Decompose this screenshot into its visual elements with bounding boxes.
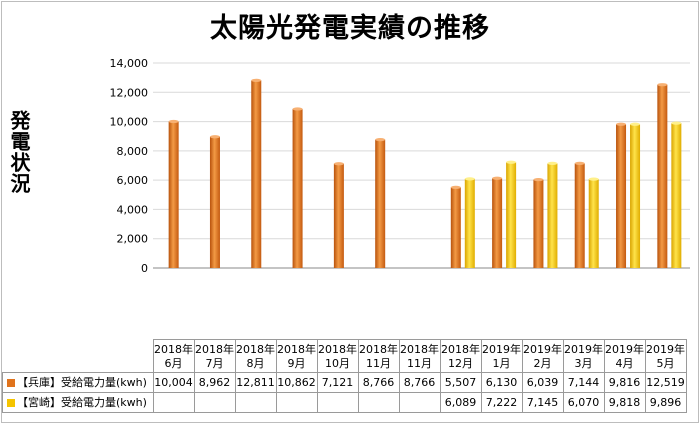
bar-cap (671, 121, 682, 125)
bar-cap (616, 122, 627, 126)
y-tick-label: 0 (141, 262, 148, 275)
bar-miyazaki-11 (630, 124, 641, 269)
table-cell: 6,039 (521, 372, 564, 393)
table-cell (357, 392, 400, 413)
table-col-header: 2018年 8月 (234, 339, 277, 373)
series-label: 【兵庫】受給電力量(kwh) (2, 372, 154, 393)
table-cell: 7,222 (480, 392, 523, 413)
table-cell: 7,144 (562, 372, 605, 393)
table-cell (398, 392, 441, 413)
table-col-header: 2019年 2月 (521, 339, 564, 373)
table-cell: 7,121 (316, 372, 359, 393)
bar-cap (251, 78, 262, 83)
bar-hyogo-2 (251, 80, 262, 268)
bar-cap (168, 119, 179, 124)
bar-cap (209, 135, 220, 139)
bar-cap (630, 122, 641, 126)
table-col-header: 2019年 5月 (644, 339, 687, 373)
table-corner (2, 339, 154, 373)
bar-cap (506, 160, 517, 164)
table-cell: 6,089 (439, 392, 482, 413)
y-axis-label: 発電状況 (7, 110, 31, 194)
table-cell: 8,962 (193, 372, 236, 393)
table-cell: 12,519 (644, 372, 687, 393)
table-col-header: 2018年 7月 (193, 339, 236, 373)
bar-hyogo-1 (209, 136, 220, 268)
table-cell: 9,896 (644, 392, 687, 413)
bar-miyazaki-12 (671, 123, 682, 268)
table-cell: 6,070 (562, 392, 605, 413)
bar-cap (657, 83, 668, 87)
table-col-header: 2018年 11月 (357, 339, 400, 373)
legend-swatch (7, 399, 15, 407)
bar-chart: 0 2,000 4,000 6,000 8,000 10,000 12,000 14,000 (110, 57, 690, 275)
bar-cap (292, 107, 303, 111)
table-cell (275, 392, 318, 413)
bar-cap (333, 162, 344, 166)
table-row: 【宮崎】受給電力量(kwh) 6,089 7,222 7,145 6,070 9,818 9… (2, 392, 687, 413)
table-col-header: 2018年 10月 (316, 339, 359, 373)
table-col-header: 2019年 4月 (603, 339, 646, 373)
bar-hyogo-8 (492, 178, 503, 268)
bar-cap (492, 176, 503, 180)
table-cell: 5,507 (439, 372, 482, 393)
table-col-header: 2018年 9月 (275, 339, 318, 373)
bar-hyogo-10 (574, 163, 585, 268)
table-cell (234, 392, 277, 413)
bar-hyogo-12 (657, 84, 668, 269)
bar-cap (533, 177, 544, 182)
table-cell: 7,145 (521, 392, 564, 413)
y-tick-label: 6,000 (117, 174, 149, 187)
bar-cap (588, 177, 599, 181)
chart-title: 太陽光発電実績の推移 (210, 13, 490, 44)
table-col-header: 2019年 3月 (562, 339, 605, 373)
bar-cap (464, 177, 475, 181)
table-cell (316, 392, 359, 413)
bar-miyazaki-8 (506, 162, 517, 268)
bar-cap (375, 138, 386, 142)
table-cell: 9,818 (603, 392, 646, 413)
y-tick-label: 10,000 (110, 116, 149, 129)
table-cell: 10,862 (275, 372, 318, 393)
table-col-header: 2018年 6月 (152, 339, 195, 373)
y-tick-label: 12,000 (110, 86, 149, 99)
bar-cap (547, 161, 558, 165)
table-cell: 9,816 (603, 372, 646, 393)
table-header-row: 2018年 6月 2018年 7月 2018年 8月 2018年 9月 2018年 10月 2018… (2, 339, 687, 373)
table-cell: 12,811 (234, 372, 277, 393)
table-cell: 6,130 (480, 372, 523, 393)
y-tick-label: 2,000 (117, 233, 149, 246)
table-col-header: 2019年 1月 (480, 339, 523, 373)
bar-cap (574, 161, 585, 165)
bar-hyogo-0 (168, 121, 179, 269)
series-label: 【宮崎】受給電力量(kwh) (2, 392, 154, 413)
y-tick-label: 8,000 (117, 145, 149, 158)
y-tick-label: 4,000 (117, 203, 149, 216)
bar-hyogo-5 (375, 139, 386, 268)
bar-hyogo-11 (616, 124, 627, 268)
table-cell: 8,766 (398, 372, 441, 393)
table-col-header: 2018年 11月 (398, 339, 441, 373)
table-cell (193, 392, 236, 413)
bar-cap (450, 185, 461, 189)
bar-miyazaki-10 (588, 179, 599, 268)
y-tick-label: 14,000 (110, 57, 149, 70)
bar-miyazaki-9 (547, 163, 558, 268)
table-cell: 10,004 (152, 372, 195, 393)
table-cell: 8,766 (357, 372, 400, 393)
bar-hyogo-4 (333, 163, 344, 268)
legend-swatch (7, 379, 15, 387)
data-table: 2018年 6月 2018年 7月 2018年 8月 2018年 9月 2018年 10月 2018… (2, 339, 687, 413)
bar-miyazaki-7 (464, 178, 475, 268)
bar-hyogo-9 (533, 179, 544, 268)
bar-hyogo-7 (450, 187, 461, 268)
table-col-header: 2018年 12月 (439, 339, 482, 373)
bar-hyogo-3 (292, 108, 303, 269)
table-cell (152, 392, 195, 413)
table-row: 【兵庫】受給電力量(kwh) 10,004 8,962 12,811 10,862 7,1… (2, 372, 687, 393)
